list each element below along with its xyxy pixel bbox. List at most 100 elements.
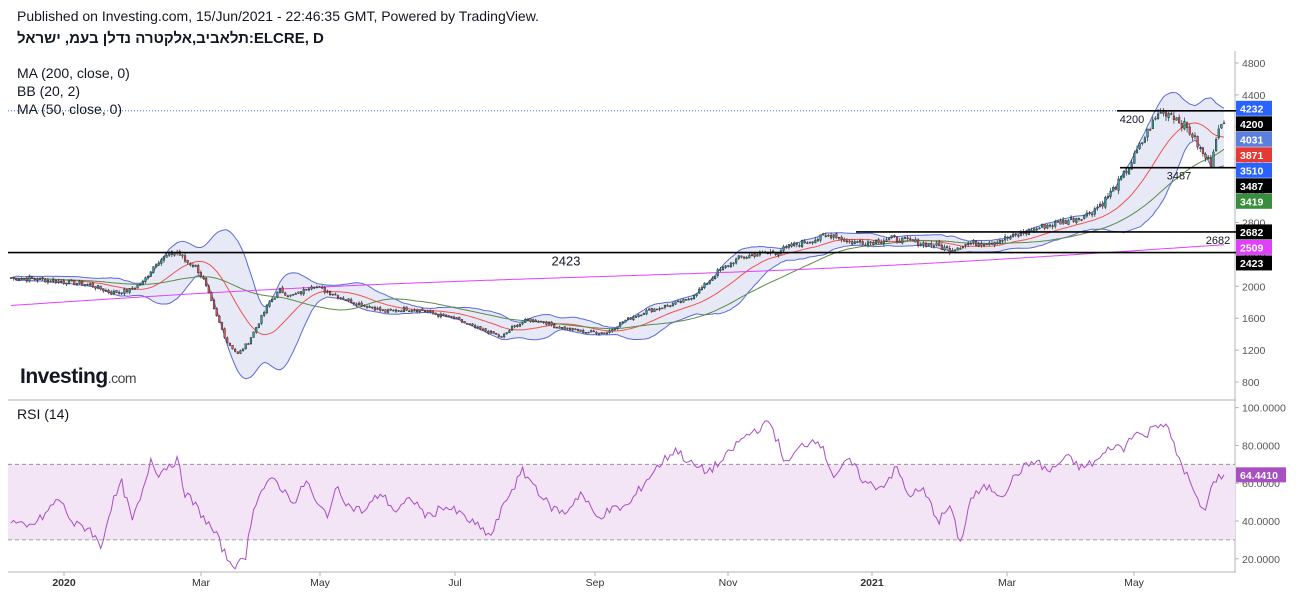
candle — [998, 238, 1001, 245]
candle-body — [1127, 168, 1131, 175]
candle-body — [803, 240, 806, 244]
candle — [202, 275, 205, 280]
candle-body — [558, 326, 561, 329]
candle — [368, 304, 371, 308]
candle — [342, 295, 345, 300]
candle-body — [154, 264, 158, 268]
candle — [582, 328, 585, 334]
candle — [1067, 218, 1070, 226]
price-tick-label: 4400 — [1242, 90, 1266, 102]
candle-body — [516, 324, 519, 328]
candle-body — [1135, 149, 1139, 153]
candle-body — [226, 337, 229, 343]
candle-body — [890, 235, 893, 238]
candle-body — [1220, 124, 1223, 129]
candle — [1106, 193, 1110, 199]
candle — [1080, 219, 1083, 222]
candle-body — [650, 308, 653, 312]
rsi-tick-label: 80.0000 — [1242, 440, 1280, 452]
candle — [608, 329, 611, 334]
candle-body — [927, 243, 930, 246]
candle-body — [1043, 223, 1046, 229]
candle-body — [677, 300, 680, 303]
candle — [273, 297, 276, 300]
candle-body — [183, 255, 187, 262]
candle — [331, 293, 334, 296]
candle-body — [102, 288, 105, 292]
indicator-ma50-label[interactable]: MA (50, close, 0) — [17, 101, 123, 117]
candle-body — [901, 237, 904, 244]
candle-body — [753, 253, 756, 257]
candle — [964, 243, 967, 249]
candle-body — [328, 291, 332, 296]
candle-body — [202, 276, 205, 279]
candle — [1151, 116, 1154, 129]
candle — [819, 234, 822, 243]
candle-body — [880, 242, 883, 244]
candle-body — [671, 303, 674, 307]
candle-body — [189, 263, 192, 266]
candle — [684, 298, 688, 301]
candle — [379, 306, 382, 313]
axis-badge-3487: 3487 — [1236, 178, 1272, 194]
candle-body — [508, 330, 511, 333]
candle — [808, 241, 812, 244]
candle — [460, 319, 463, 324]
candle — [212, 298, 216, 310]
candle-body — [400, 310, 403, 313]
candle-body — [263, 312, 266, 316]
indicator-bb-label[interactable]: BB (20, 2) — [17, 83, 81, 99]
candle-body — [429, 310, 432, 313]
candle — [44, 278, 47, 283]
indicator-ma200-label[interactable]: MA (200, close, 0) — [17, 65, 130, 81]
candle — [650, 307, 653, 314]
candle-body — [793, 242, 796, 247]
candle-body — [642, 313, 645, 315]
candle-body — [648, 308, 651, 311]
candle-body — [23, 278, 26, 280]
candle-body — [294, 293, 297, 295]
candle-body — [703, 282, 706, 288]
candle — [624, 319, 627, 323]
candle — [352, 302, 355, 306]
candle-body — [350, 299, 353, 304]
candle — [1096, 204, 1099, 211]
candle — [434, 312, 437, 316]
candle-body — [437, 313, 440, 317]
rsi-tick-label: 100.0000 — [1242, 403, 1286, 415]
candle — [1215, 136, 1218, 152]
axis-badge-bg — [1236, 116, 1272, 132]
candle-body — [455, 317, 458, 320]
candle-body — [1006, 236, 1009, 239]
candle-body — [534, 319, 537, 323]
candle-body — [73, 280, 76, 285]
candle-body — [160, 259, 163, 264]
candle-body — [859, 240, 862, 243]
candle — [83, 284, 86, 287]
candle-body — [711, 277, 714, 281]
candle — [1212, 149, 1215, 169]
candle — [215, 307, 218, 317]
candle-body — [397, 310, 400, 312]
candle — [355, 302, 358, 308]
candle — [1064, 219, 1067, 225]
candle — [360, 300, 363, 307]
candle — [1017, 234, 1020, 238]
candle — [91, 282, 94, 288]
candle — [695, 292, 698, 298]
candle — [1059, 218, 1062, 225]
candle-body — [613, 328, 616, 331]
candle — [1170, 111, 1173, 116]
investing-logo: Investing.com — [20, 365, 137, 389]
rsi-title[interactable]: RSI (14) — [17, 406, 70, 422]
candle-body — [1196, 136, 1199, 148]
candle — [479, 325, 482, 331]
candle — [418, 309, 421, 314]
candle-body — [115, 290, 118, 293]
candle-body — [695, 293, 698, 296]
candle-body — [128, 288, 131, 293]
candle-body — [363, 305, 366, 307]
candle — [152, 266, 155, 274]
candle — [584, 331, 587, 334]
candle — [903, 236, 907, 240]
